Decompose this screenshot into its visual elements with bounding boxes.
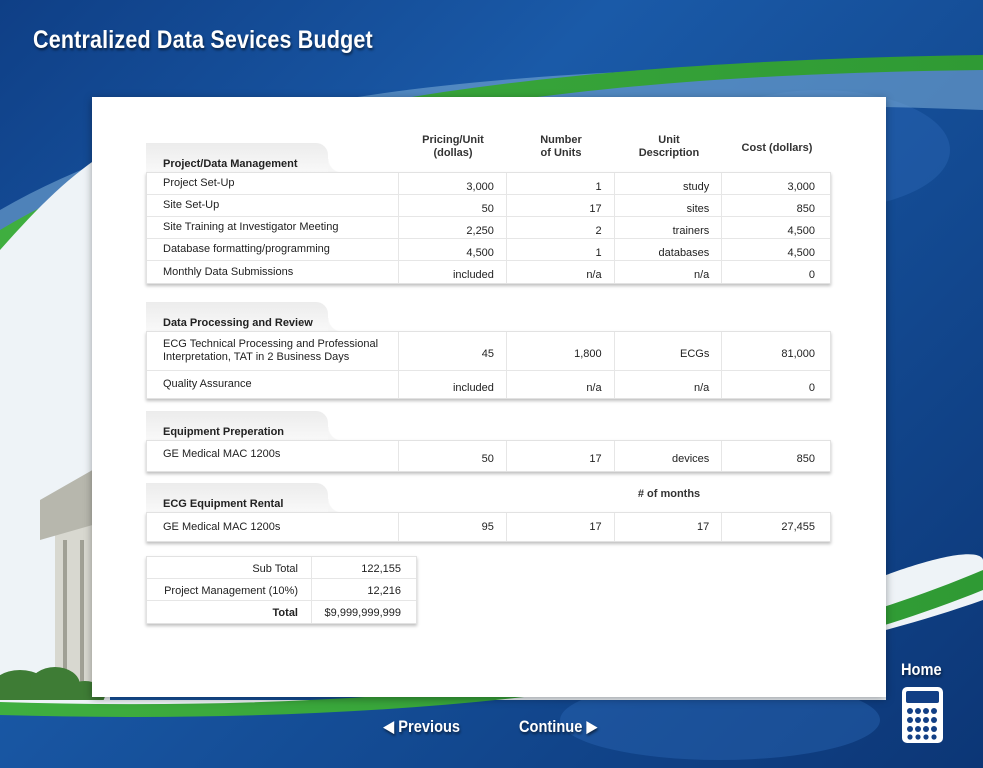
summary-value: $9,999,999,999 bbox=[311, 601, 416, 623]
price-cell: included bbox=[398, 261, 506, 283]
table-row: ECG Technical Processing and Professiona… bbox=[147, 332, 830, 371]
units-cell: 1 bbox=[505, 173, 614, 194]
description-cell: trainers bbox=[613, 217, 722, 238]
row-label: GE Medical MAC 1200s bbox=[163, 520, 281, 533]
table-data-processing: ECG Technical Processing and Professiona… bbox=[146, 331, 831, 399]
cost-cell: 27,455 bbox=[721, 513, 830, 541]
calculator-icon[interactable] bbox=[901, 686, 944, 744]
summary-label: Sub Total bbox=[252, 563, 298, 575]
section-title-project-data-management: Project/Data Management bbox=[146, 143, 342, 173]
months-header: # of months bbox=[637, 488, 701, 500]
price-cell: 45 bbox=[398, 332, 506, 370]
cost-cell: 0 bbox=[721, 261, 830, 283]
section-title-equipment-preperation: Equipment Preperation bbox=[146, 411, 342, 441]
previous-button[interactable]: ◀ Previous bbox=[383, 717, 461, 736]
home-label[interactable]: Home bbox=[901, 660, 942, 679]
price-cell: included bbox=[398, 371, 506, 398]
row-label: Site Training at Investigator Meeting bbox=[163, 221, 339, 233]
cost-cell: 850 bbox=[721, 441, 830, 471]
summary-value: 12,216 bbox=[311, 579, 416, 600]
units-cell: n/a bbox=[505, 261, 614, 283]
description-cell: n/a bbox=[613, 371, 722, 398]
row-label: ECG Technical Processing and Professiona… bbox=[163, 338, 379, 363]
units-cell: 1,800 bbox=[505, 332, 614, 370]
table-row: Database formatting/programming 4,500 1 … bbox=[147, 239, 830, 261]
column-header-description: Unit Description bbox=[638, 134, 700, 159]
description-cell: databases bbox=[613, 239, 722, 260]
table-row: GE Medical MAC 1200s 95 17 17 27,455 bbox=[147, 513, 830, 541]
table-row: Monthly Data Submissions included n/a n/… bbox=[147, 261, 830, 283]
description-cell: n/a bbox=[613, 261, 722, 283]
cost-cell: 81,000 bbox=[721, 332, 830, 370]
price-cell: 3,000 bbox=[398, 173, 506, 194]
price-cell: 2,250 bbox=[398, 217, 506, 238]
summary-label: Total bbox=[272, 607, 298, 619]
table-row: Quality Assurance included n/a n/a 0 bbox=[147, 371, 830, 398]
price-cell: 4,500 bbox=[398, 239, 506, 260]
row-label: Site Set-Up bbox=[163, 199, 220, 211]
units-cell: 17 bbox=[505, 195, 614, 216]
price-cell: 50 bbox=[398, 195, 506, 216]
page-title: Centralized Data Sevices Budget bbox=[33, 26, 373, 54]
cost-cell: 4,500 bbox=[721, 239, 830, 260]
table-row: Site Set-Up 50 17 sites 850 bbox=[147, 195, 830, 217]
summary-row-project-management: Project Management (10%) 12,216 bbox=[147, 579, 416, 601]
price-cell: 50 bbox=[398, 441, 506, 471]
units-cell: 2 bbox=[505, 217, 614, 238]
description-cell: study bbox=[613, 173, 722, 194]
column-header-units: Number of Units bbox=[540, 134, 582, 159]
column-header-pricing: Pricing/Unit (dollas) bbox=[422, 134, 484, 159]
table-row: Project Set-Up 3,000 1 study 3,000 bbox=[147, 173, 830, 195]
row-label: Quality Assurance bbox=[163, 378, 252, 390]
description-cell: ECGs bbox=[613, 332, 722, 370]
units-cell: 1 bbox=[505, 239, 614, 260]
continue-button[interactable]: Continue ▶ bbox=[519, 717, 598, 736]
units-cell: 17 bbox=[505, 513, 614, 541]
section-title-data-processing: Data Processing and Review bbox=[146, 302, 342, 332]
units-cell: n/a bbox=[505, 371, 614, 398]
table-row: GE Medical MAC 1200s 50 17 devices 850 bbox=[147, 441, 830, 471]
cost-cell: 4,500 bbox=[721, 217, 830, 238]
description-cell: 17 bbox=[613, 513, 722, 541]
cost-cell: 850 bbox=[721, 195, 830, 216]
row-label: GE Medical MAC 1200s bbox=[163, 447, 281, 460]
price-cell: 95 bbox=[398, 513, 506, 541]
section-title-ecg-equipment-rental: ECG Equipment Rental bbox=[146, 483, 342, 513]
table-project-data-management: Project Set-Up 3,000 1 study 3,000 Site … bbox=[146, 172, 831, 284]
table-equipment-preperation: GE Medical MAC 1200s 50 17 devices 850 bbox=[146, 440, 831, 472]
column-header-cost: Cost (dollars) bbox=[741, 142, 813, 154]
row-label: Database formatting/programming bbox=[163, 243, 330, 255]
summary-label: Project Management (10%) bbox=[164, 585, 298, 597]
units-cell: 17 bbox=[505, 441, 614, 471]
description-cell: sites bbox=[613, 195, 722, 216]
summary-table: Sub Total 122,155 Project Management (10… bbox=[146, 556, 417, 624]
summary-row-total: Total $9,999,999,999 bbox=[147, 601, 416, 623]
row-label: Project Set-Up bbox=[163, 177, 235, 189]
cost-cell: 3,000 bbox=[721, 173, 830, 194]
summary-value: 122,155 bbox=[311, 557, 416, 578]
description-cell: devices bbox=[613, 441, 722, 471]
table-ecg-equipment-rental: GE Medical MAC 1200s 95 17 17 27,455 bbox=[146, 512, 831, 542]
summary-row-subtotal: Sub Total 122,155 bbox=[147, 557, 416, 579]
table-row: Site Training at Investigator Meeting 2,… bbox=[147, 217, 830, 239]
row-label: Monthly Data Submissions bbox=[163, 265, 294, 278]
cost-cell: 0 bbox=[721, 371, 830, 398]
